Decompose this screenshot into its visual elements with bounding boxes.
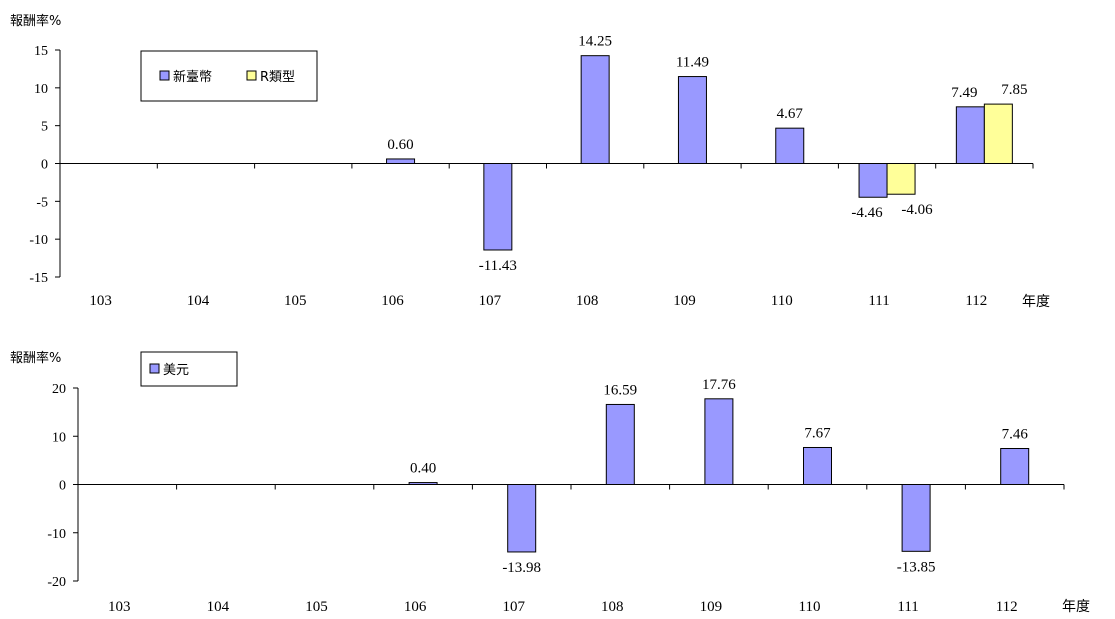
x-category-label: 112 (996, 599, 1018, 615)
y-tick-label: 0 (41, 158, 48, 173)
y-tick-label: 10 (34, 82, 48, 97)
bar-新臺幣-109 (677, 76, 707, 164)
bar-新臺幣-112 (955, 106, 985, 164)
legend-label: R類型 (260, 70, 295, 85)
x-category-label: 106 (381, 293, 404, 309)
x-category-label: 109 (700, 599, 723, 615)
chart-panel-2: 報酬率% 20 10 0 -10 -20 103 104 105 106 107 108 109 110 1… (10, 350, 1090, 615)
x-category-label: 106 (404, 599, 427, 615)
data-label: 14.25 (578, 34, 612, 50)
data-label: -11.43 (479, 258, 517, 274)
legend-label: 美元 (163, 363, 189, 378)
bar-R類型-111 (886, 163, 916, 195)
y-tick-label: -10 (47, 527, 66, 542)
bar-美元-106 (408, 482, 438, 486)
x-axis-unit: 年度 (1062, 599, 1090, 615)
x-category-label: 107 (479, 293, 502, 309)
data-label: 4.67 (777, 106, 804, 122)
x-category-label: 112 (965, 293, 987, 309)
y-axis-label: 報酬率% (10, 350, 61, 366)
bar-新臺幣-107 (483, 163, 513, 251)
x-category-label: 104 (207, 599, 230, 615)
legend-swatch (149, 363, 160, 374)
x-category-label: 103 (108, 599, 131, 615)
data-label: 0.40 (410, 461, 436, 477)
x-category-label: 105 (305, 599, 328, 615)
bar-新臺幣-111 (858, 163, 888, 198)
data-label: 7.85 (1001, 82, 1027, 98)
x-category-label: 105 (284, 293, 307, 309)
y-tick-label: 5 (41, 120, 48, 135)
legend-swatch (246, 70, 257, 81)
x-category-label: 111 (868, 293, 889, 309)
data-label: 16.59 (603, 382, 637, 398)
x-category-label: 107 (502, 599, 525, 615)
bar-美元-109 (704, 398, 734, 486)
bar-美元-112 (1000, 448, 1030, 485)
y-tick-label: 0 (59, 479, 66, 494)
x-category-label: 111 (897, 599, 918, 615)
data-label: 7.67 (804, 425, 831, 441)
y-tick-label: 15 (34, 44, 48, 59)
bar-新臺幣-110 (775, 127, 805, 164)
legend-swatch (159, 70, 170, 81)
y-tick-label: -15 (29, 271, 48, 286)
y-tick-label: -20 (47, 575, 66, 590)
x-category-label: 108 (601, 599, 624, 615)
x-category-label: 104 (187, 293, 210, 309)
data-label: 7.49 (951, 85, 977, 101)
data-label: -13.98 (502, 560, 541, 576)
bar-美元-110 (803, 446, 832, 485)
legend-label: 新臺幣 (173, 69, 212, 85)
y-axis-label: 報酬率% (10, 13, 61, 29)
data-label: -4.46 (851, 205, 883, 221)
data-label: 7.46 (1002, 427, 1029, 443)
data-label: -13.85 (897, 559, 936, 575)
data-label: -4.06 (901, 202, 933, 218)
x-category-label: 109 (673, 293, 696, 309)
y-tick-label: -10 (29, 233, 48, 248)
y-tick-label: -5 (36, 195, 48, 210)
data-label: 17.76 (702, 377, 736, 393)
bar-美元-108 (605, 403, 635, 485)
y-tick-label: 20 (52, 382, 66, 397)
bar-美元-107 (507, 484, 537, 553)
bar-R類型-112 (983, 103, 1013, 165)
bar-美元-111 (901, 484, 931, 552)
x-category-label: 108 (576, 293, 599, 309)
data-label: 0.60 (387, 137, 413, 153)
x-category-label: 110 (771, 293, 793, 309)
x-category-label: 103 (89, 293, 112, 309)
data-label: 11.49 (676, 55, 709, 71)
y-tick-label: 10 (52, 430, 66, 445)
legend-box (140, 50, 318, 102)
x-category-label: 110 (799, 599, 821, 615)
bar-新臺幣-106 (386, 158, 416, 165)
x-axis-unit: 年度 (1022, 294, 1050, 310)
bar-新臺幣-108 (580, 55, 610, 164)
